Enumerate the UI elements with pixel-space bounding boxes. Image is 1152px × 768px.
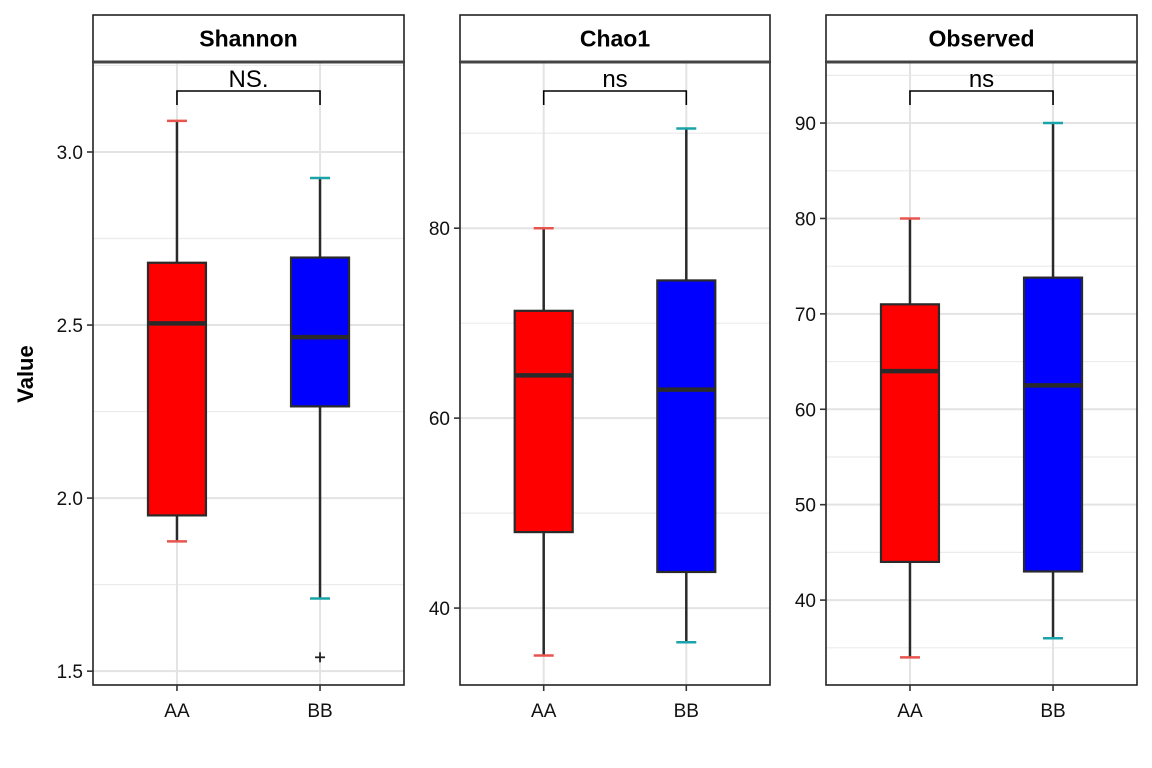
y-tick-label: 1.5 xyxy=(57,662,83,683)
strip-title: Chao1 xyxy=(580,26,651,52)
box-bb xyxy=(656,127,717,644)
x-tick-label: BB xyxy=(307,701,332,722)
panel-background xyxy=(93,62,404,685)
panel-background xyxy=(826,62,1137,685)
y-tick-label: 70 xyxy=(795,305,816,326)
significance-bracket: NS. xyxy=(176,66,321,105)
panel-observed: ns Observed 40 50 60 70 80 90 AA BB xyxy=(795,14,1138,722)
box-aa xyxy=(879,217,941,659)
y-tick-label: 60 xyxy=(795,400,816,421)
box-iqr xyxy=(513,309,574,534)
strip-background xyxy=(825,14,1138,63)
strip-background xyxy=(92,14,405,63)
y-tick-label: 2.5 xyxy=(57,316,83,337)
panel-background xyxy=(460,62,770,685)
x-tick-label: BB xyxy=(674,701,699,722)
box-iqr xyxy=(289,256,351,408)
panel-shannon: NS. Shannon 1.5 2.0 2.5 3.0 AA BB xyxy=(57,14,405,722)
bracket-line xyxy=(176,90,321,105)
y-tick-label: 60 xyxy=(429,409,450,430)
bracket-line xyxy=(909,90,1054,105)
y-tick-label: 50 xyxy=(795,496,816,517)
panel-chao1: ns Chao1 40 60 80 AA BB xyxy=(429,14,771,722)
y-tick-label: 80 xyxy=(429,219,450,240)
box-iqr xyxy=(879,303,941,564)
box-aa xyxy=(146,119,208,543)
box-iqr xyxy=(1022,276,1084,573)
significance-bracket: ns xyxy=(542,66,688,105)
significance-label: NS. xyxy=(228,66,268,93)
y-tick-label: 40 xyxy=(429,599,450,620)
x-tick-label: BB xyxy=(1040,701,1065,722)
x-tick-label: AA xyxy=(164,701,190,722)
box-bb xyxy=(1022,121,1084,640)
significance-bracket: ns xyxy=(909,66,1054,105)
bracket-line xyxy=(542,90,688,105)
y-tick-label: 3.0 xyxy=(57,143,83,164)
y-tick-label: 90 xyxy=(795,114,816,135)
x-tick-label: AA xyxy=(531,701,557,722)
y-tick-label: 40 xyxy=(795,591,816,612)
box-iqr xyxy=(146,261,208,517)
x-tick-label: AA xyxy=(897,701,923,722)
box-bb xyxy=(289,176,351,663)
strip-title: Observed xyxy=(928,26,1034,52)
y-tick-label: 80 xyxy=(795,209,816,230)
y-axis-label: Value xyxy=(13,345,38,402)
box-aa xyxy=(513,226,574,657)
significance-label: ns xyxy=(602,66,627,93)
significance-label: ns xyxy=(969,66,994,93)
facet-panels: NS. Shannon 1.5 2.0 2.5 3.0 AA BB ns Chao1 40 60 80 A… xyxy=(57,14,1138,722)
y-tick-label: 2.0 xyxy=(57,489,83,510)
strip-title: Shannon xyxy=(199,26,297,52)
box-iqr xyxy=(656,279,717,574)
